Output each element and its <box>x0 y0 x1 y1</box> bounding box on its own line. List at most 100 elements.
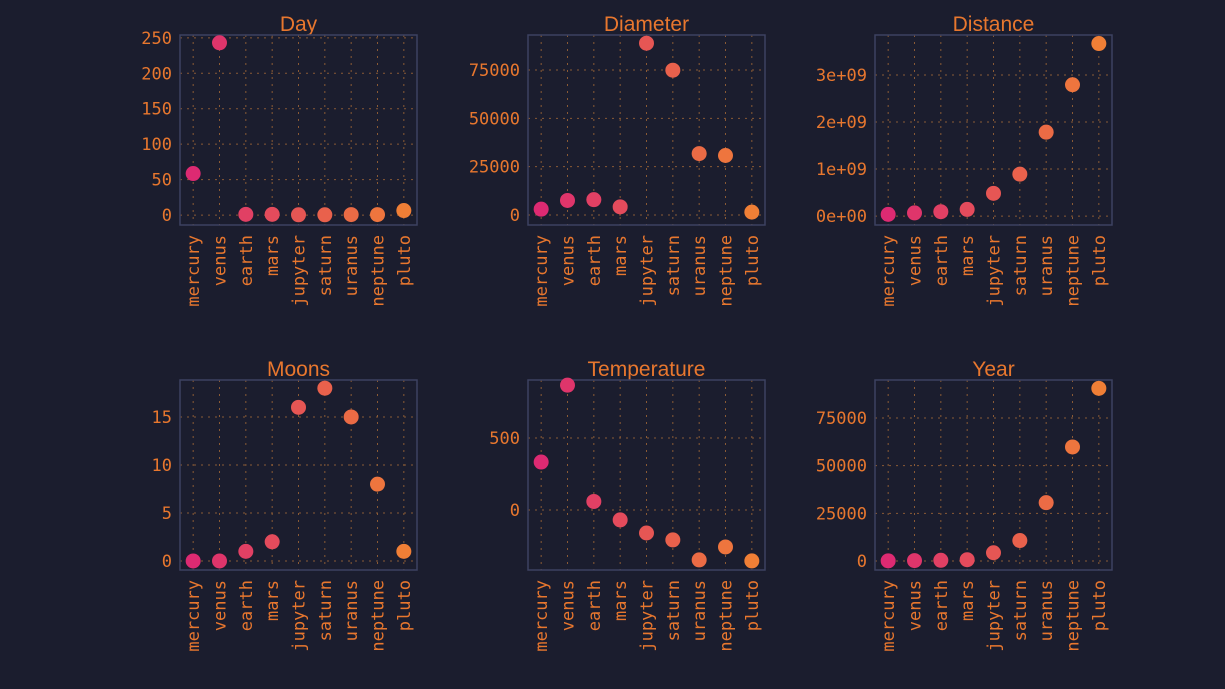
x-tick-label: mercury <box>532 235 552 307</box>
x-tick-label: uranus <box>690 580 710 641</box>
point <box>986 545 1001 561</box>
point <box>1065 439 1080 455</box>
x-tick-label: mars <box>263 235 283 276</box>
point <box>907 553 922 569</box>
point <box>880 206 896 222</box>
point <box>396 543 412 559</box>
plot-frame <box>527 34 766 226</box>
y-tick-label: 0 <box>510 501 520 521</box>
point <box>291 399 306 415</box>
x-tick-label: neptune <box>369 235 389 307</box>
point <box>1012 533 1028 549</box>
point <box>986 185 1001 201</box>
x-tick-label: venus <box>211 580 231 631</box>
subplot-title: Temperature <box>588 358 706 381</box>
plot-frame <box>179 379 418 571</box>
point <box>933 552 949 568</box>
plot-frame <box>527 379 766 571</box>
x-tick-label: mercury <box>184 235 204 307</box>
x-tick-label: uranus <box>342 580 362 641</box>
y-tick-label: 2e+09 <box>816 113 867 133</box>
y-tick-label: 150 <box>141 100 172 120</box>
y-tick-label: 25000 <box>469 158 520 178</box>
point <box>665 532 681 548</box>
x-tick-label: pluto <box>395 580 415 631</box>
y-tick-label: 3e+09 <box>816 66 867 86</box>
y-tick-label: 5 <box>162 504 172 524</box>
y-tick-label: 500 <box>489 429 520 449</box>
x-tick-label: earth <box>585 580 605 631</box>
point <box>691 552 707 568</box>
x-tick-label: jupyter <box>638 235 658 307</box>
x-tick-label: neptune <box>717 235 737 307</box>
point <box>744 553 760 569</box>
point <box>238 206 254 222</box>
x-tick-label: mars <box>263 580 283 621</box>
point <box>185 553 201 569</box>
subplot-title: Moons <box>267 358 330 381</box>
x-tick-label: earth <box>932 580 952 631</box>
y-tick-label: 50000 <box>469 109 520 129</box>
plot-frame <box>874 34 1113 226</box>
subplot-title: Day <box>280 13 318 36</box>
point <box>370 476 385 492</box>
point <box>396 203 412 219</box>
subplot-title: Diameter <box>604 13 689 36</box>
point <box>1038 124 1054 140</box>
x-tick-label: saturn <box>664 580 684 641</box>
subplot-title: Year <box>972 358 1014 381</box>
point <box>586 192 602 208</box>
x-tick-label: mars <box>958 235 978 276</box>
y-tick-label: 75000 <box>816 409 867 429</box>
point <box>959 552 975 568</box>
x-tick-label: jupyter <box>638 580 658 652</box>
point <box>185 166 201 182</box>
x-tick-label: earth <box>585 235 605 286</box>
x-tick-label: jupyter <box>290 580 310 652</box>
x-tick-label: neptune <box>369 580 389 652</box>
x-tick-label: mercury <box>184 580 204 652</box>
point <box>880 553 896 569</box>
x-tick-label: pluto <box>1090 235 1110 286</box>
x-tick-label: venus <box>906 580 926 631</box>
x-tick-label: neptune <box>1064 235 1084 307</box>
point <box>1038 495 1054 511</box>
plot-frame <box>179 34 418 226</box>
x-tick-label: neptune <box>717 580 737 652</box>
x-tick-label: pluto <box>395 235 415 286</box>
x-tick-label: jupyter <box>985 235 1005 307</box>
point <box>291 207 306 223</box>
x-tick-label: pluto <box>1090 580 1110 631</box>
y-tick-label: 0 <box>162 206 172 226</box>
y-tick-label: 15 <box>152 408 172 428</box>
point <box>612 512 628 528</box>
x-tick-label: venus <box>906 235 926 286</box>
point <box>1091 36 1107 52</box>
x-tick-label: mercury <box>532 580 552 652</box>
y-tick-label: 50 <box>152 171 172 191</box>
point <box>317 207 333 223</box>
y-tick-label: 75000 <box>469 61 520 81</box>
x-tick-label: jupyter <box>985 580 1005 652</box>
x-tick-label: saturn <box>316 580 336 641</box>
y-tick-label: 0 <box>510 206 520 226</box>
x-tick-label: saturn <box>664 235 684 296</box>
x-tick-label: uranus <box>342 235 362 296</box>
x-tick-label: venus <box>211 235 231 286</box>
point <box>264 206 280 222</box>
x-tick-label: saturn <box>1011 580 1031 641</box>
point <box>1091 380 1107 396</box>
x-tick-label: earth <box>932 235 952 286</box>
point <box>1012 166 1028 182</box>
y-tick-label: 10 <box>152 456 172 476</box>
point <box>907 205 922 221</box>
point <box>343 409 359 425</box>
point <box>612 199 628 215</box>
subplot-title: Distance <box>953 13 1035 36</box>
y-tick-label: 100 <box>141 135 172 155</box>
point <box>718 147 733 163</box>
point <box>317 380 333 396</box>
y-tick-label: 200 <box>141 64 172 84</box>
point <box>264 534 280 550</box>
point <box>586 493 602 509</box>
